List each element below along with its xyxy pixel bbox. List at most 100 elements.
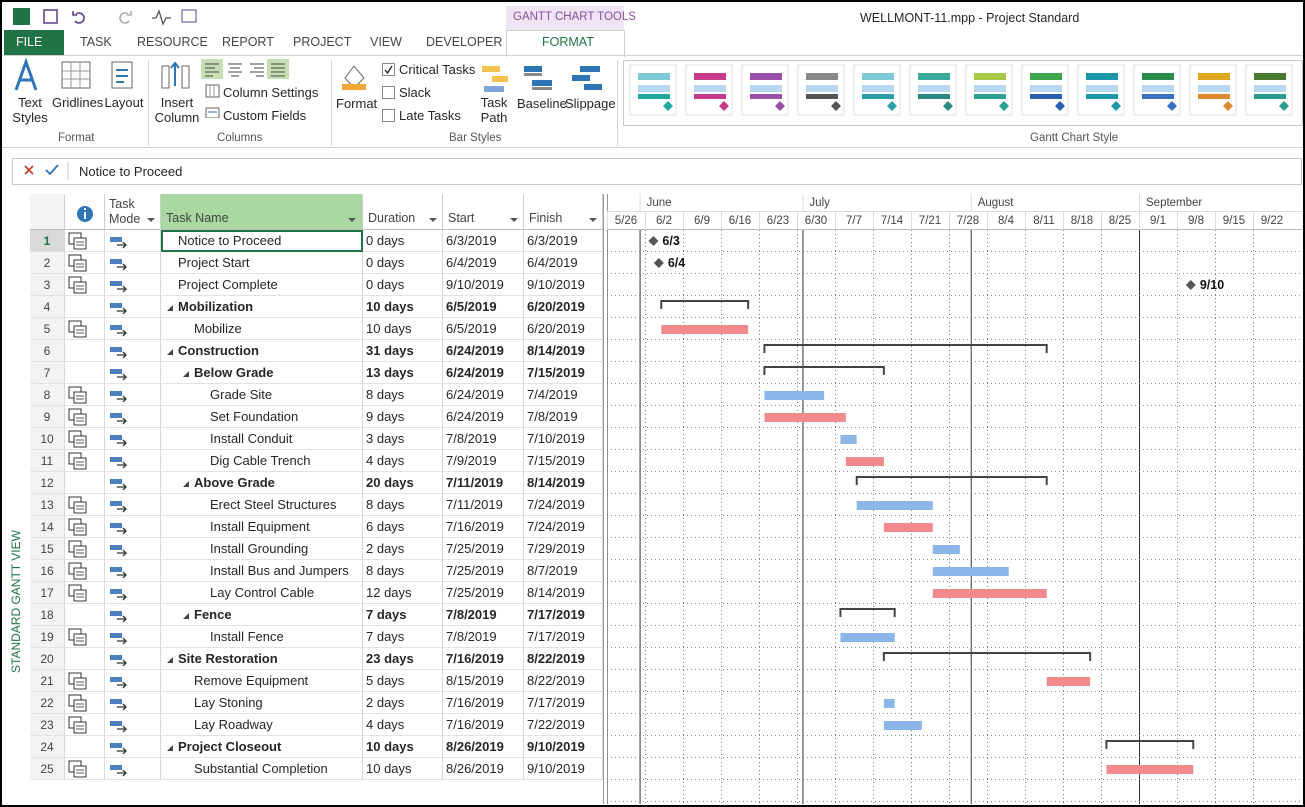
critical-tasks-checkbox[interactable] <box>382 63 395 76</box>
layout-icon[interactable] <box>111 61 133 89</box>
finish-cell[interactable]: 7/4/2019 <box>524 384 603 406</box>
form-icon[interactable] <box>181 9 197 23</box>
start-cell[interactable]: 7/8/2019 <box>443 626 524 648</box>
notes-icon[interactable] <box>68 760 88 778</box>
notes-icon[interactable] <box>68 672 88 690</box>
name-cell[interactable]: Dig Cable Trench <box>161 450 363 472</box>
text-styles-icon[interactable] <box>14 58 38 91</box>
notes-icon[interactable] <box>68 628 88 646</box>
undo-icon[interactable] <box>72 11 85 24</box>
duration-cell[interactable]: 4 days <box>363 714 443 736</box>
duration-cell[interactable]: 0 days <box>363 252 443 274</box>
collapse-toggle[interactable] <box>183 613 189 619</box>
duration-cell[interactable]: 0 days <box>363 230 443 252</box>
notes-icon[interactable] <box>68 320 88 338</box>
finish-cell[interactable]: 7/15/2019 <box>524 362 603 384</box>
start-cell[interactable]: 8/26/2019 <box>443 758 524 780</box>
redo-icon[interactable] <box>119 11 132 24</box>
duration-cell[interactable]: 10 days <box>363 296 443 318</box>
start-cell[interactable]: 7/8/2019 <box>443 604 524 626</box>
name-cell[interactable]: Install Conduit <box>161 428 363 450</box>
ribbon-tab[interactable]: REPORT <box>222 35 274 49</box>
start-cell[interactable]: 7/16/2019 <box>443 692 524 714</box>
cancel-icon[interactable] <box>24 165 34 175</box>
duration-cell[interactable]: 6 days <box>363 516 443 538</box>
duration-cell[interactable]: 0 days <box>363 274 443 296</box>
finish-cell[interactable]: 8/14/2019 <box>524 582 603 604</box>
name-cell[interactable]: Remove Equipment <box>161 670 363 692</box>
name-cell[interactable]: Erect Steel Structures <box>161 494 363 516</box>
name-cell[interactable]: Grade Site <box>161 384 363 406</box>
notes-icon[interactable] <box>68 386 88 404</box>
start-cell[interactable]: 8/15/2019 <box>443 670 524 692</box>
collapse-toggle[interactable] <box>167 745 173 751</box>
start-cell[interactable]: 7/16/2019 <box>443 516 524 538</box>
ribbon-tab[interactable]: FILE <box>16 35 43 49</box>
duration-cell[interactable]: 7 days <box>363 626 443 648</box>
finish-cell[interactable]: 6/20/2019 <box>524 296 603 318</box>
baseline-button[interactable]: Baseline <box>517 96 567 111</box>
finish-cell[interactable]: 9/10/2019 <box>524 736 603 758</box>
duration-cell[interactable]: 10 days <box>363 318 443 340</box>
name-cell[interactable]: Mobilize <box>161 318 363 340</box>
name-header[interactable]: Task Name <box>161 194 363 230</box>
collapse-toggle[interactable] <box>183 481 189 487</box>
late-tasks-checkbox[interactable] <box>382 109 395 122</box>
ribbon-tab[interactable]: RESOURCE <box>137 35 208 49</box>
name-cell[interactable]: Install Fence <box>161 626 363 648</box>
start-cell[interactable]: 6/24/2019 <box>443 406 524 428</box>
gridlines-button[interactable]: Gridlines <box>52 95 104 110</box>
filter-arrow[interactable] <box>348 218 356 222</box>
ribbon-tab[interactable]: DEVELOPER <box>426 35 503 49</box>
start-cell[interactable]: 7/16/2019 <box>443 714 524 736</box>
duration-cell[interactable]: 20 days <box>363 472 443 494</box>
filter-arrow[interactable] <box>147 218 155 222</box>
filter-arrow[interactable] <box>589 218 597 222</box>
finish-cell[interactable]: 7/29/2019 <box>524 538 603 560</box>
start-cell[interactable]: 7/11/2019 <box>443 472 524 494</box>
enter-icon[interactable] <box>45 164 59 176</box>
indicator-header[interactable] <box>65 194 105 230</box>
duration-cell[interactable]: 4 days <box>363 450 443 472</box>
finish-cell[interactable]: 9/10/2019 <box>524 758 603 780</box>
duration-cell[interactable]: 10 days <box>363 758 443 780</box>
start-cell[interactable]: 8/26/2019 <box>443 736 524 758</box>
start-cell[interactable]: 7/25/2019 <box>443 538 524 560</box>
duration-cell[interactable]: 5 days <box>363 670 443 692</box>
name-cell[interactable]: Install Grounding <box>161 538 363 560</box>
start-cell[interactable]: 7/9/2019 <box>443 450 524 472</box>
finish-cell[interactable]: 7/24/2019 <box>524 494 603 516</box>
duration-cell[interactable]: 8 days <box>363 560 443 582</box>
notes-icon[interactable] <box>68 452 88 470</box>
name-cell[interactable]: Set Foundation <box>161 406 363 428</box>
start-cell[interactable]: 7/16/2019 <box>443 648 524 670</box>
notes-icon[interactable] <box>68 276 88 294</box>
notes-icon[interactable] <box>68 562 88 580</box>
finish-cell[interactable]: 8/22/2019 <box>524 648 603 670</box>
duration-cell[interactable]: 8 days <box>363 494 443 516</box>
finish-cell[interactable]: 9/10/2019 <box>524 274 603 296</box>
name-cell[interactable]: Above Grade <box>161 472 363 494</box>
notes-icon[interactable] <box>68 518 88 536</box>
duration-cell[interactable]: 12 days <box>363 582 443 604</box>
duration-cell[interactable]: 2 days <box>363 692 443 714</box>
start-cell[interactable]: 9/10/2019 <box>443 274 524 296</box>
name-cell[interactable]: Construction <box>161 340 363 362</box>
notes-icon[interactable] <box>68 694 88 712</box>
notes-icon[interactable] <box>68 540 88 558</box>
start-cell[interactable]: 7/11/2019 <box>443 494 524 516</box>
baseline-icon[interactable] <box>524 66 552 90</box>
start-cell[interactable]: 6/24/2019 <box>443 384 524 406</box>
finish-cell[interactable]: 7/22/2019 <box>524 714 603 736</box>
collapse-toggle[interactable] <box>183 371 189 377</box>
finish-cell[interactable]: 8/14/2019 <box>524 472 603 494</box>
finish-cell[interactable]: 7/17/2019 <box>524 604 603 626</box>
notes-icon[interactable] <box>68 232 88 250</box>
filter-arrow[interactable] <box>429 218 437 222</box>
name-cell[interactable]: Install Bus and Jumpers <box>161 560 363 582</box>
duration-cell[interactable]: 3 days <box>363 428 443 450</box>
align-buttons[interactable] <box>201 59 289 79</box>
notes-icon[interactable] <box>68 584 88 602</box>
duration-header[interactable]: Duration <box>363 194 443 230</box>
name-cell[interactable]: Mobilization <box>161 296 363 318</box>
